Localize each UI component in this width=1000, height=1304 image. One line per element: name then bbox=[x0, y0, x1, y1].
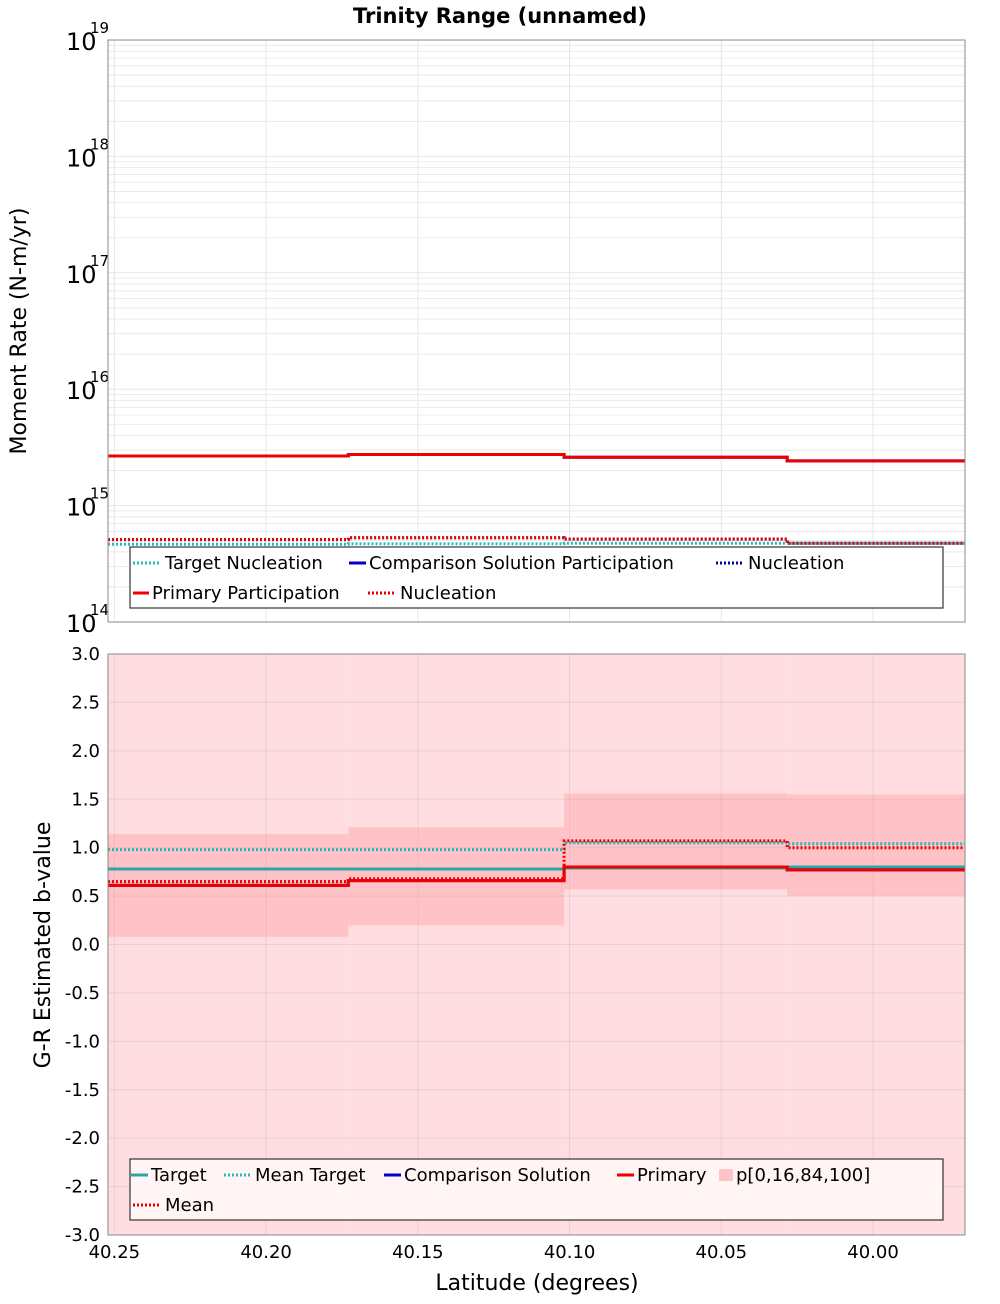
bottom-y-tick-label: -1.5 bbox=[65, 1080, 100, 1101]
top-y-tick-exponent: 15 bbox=[90, 485, 109, 503]
chart-title: Trinity Range (unnamed) bbox=[353, 4, 647, 28]
bottom-y-tick-label: 3.0 bbox=[71, 644, 100, 665]
bottom-series-mean_target bbox=[108, 841, 965, 852]
legend-label-mean-target: Mean Target bbox=[255, 1165, 365, 1186]
top-series-primary_participation bbox=[108, 453, 965, 463]
bottom-y-tick-labels: 3.0 2.5 2.0 1.5 1.0 0.5 0.0 -0.5 -1.0 -1.5 -2.0 -2.… bbox=[65, 644, 100, 1246]
top-y-tick-label: 10 bbox=[66, 494, 97, 522]
bottom-y-axis-label: G-R Estimated b-value bbox=[31, 822, 56, 1069]
b-value-panel: 3.0 2.5 2.0 1.5 1.0 0.5 0.0 -0.5 -1.0 -1.5 -2.0 -2.… bbox=[31, 644, 966, 1296]
legend-label-mean: Mean bbox=[165, 1195, 214, 1216]
bottom-y-tick-label: 0.0 bbox=[71, 935, 100, 956]
top-legend-box bbox=[129, 546, 944, 609]
legend-label-percentiles: p[0,16,84,100] bbox=[736, 1165, 870, 1186]
top-y-tick-exponent: 17 bbox=[90, 252, 109, 270]
bottom-series bbox=[108, 839, 965, 887]
bottom-legend: Target Mean Target Comparison Solution P… bbox=[129, 1158, 944, 1221]
band-inner-rect bbox=[348, 827, 565, 926]
legend-swatch-percentiles bbox=[719, 1169, 733, 1181]
bottom-legend-box bbox=[129, 1158, 944, 1221]
bottom-y-tick-label: 1.5 bbox=[71, 789, 100, 810]
bottom-series-primary bbox=[108, 865, 965, 887]
top-plot-area bbox=[108, 40, 965, 622]
top-y-tick-exponent: 16 bbox=[90, 368, 109, 386]
bottom-y-tick-label: -1.0 bbox=[65, 1031, 100, 1052]
bottom-y-tick-label: 2.5 bbox=[71, 692, 100, 713]
top-series-primary_nucleation bbox=[108, 536, 965, 545]
top-y-tick-label: 10 bbox=[66, 144, 97, 172]
x-axis-label: Latitude (degrees) bbox=[435, 1271, 638, 1296]
bottom-y-tick-label: 1.0 bbox=[71, 838, 100, 859]
x-tick-label: 40.00 bbox=[847, 1242, 899, 1263]
band-outer-rect bbox=[787, 654, 965, 1235]
top-y-tick-label: 10 bbox=[66, 377, 97, 405]
top-plot-frame bbox=[107, 39, 966, 623]
top-legend: Target Nucleation Comparison Solution Pa… bbox=[129, 546, 944, 609]
top-series bbox=[108, 453, 965, 546]
band-outer-rect bbox=[348, 654, 565, 1235]
x-tick-labels: 40.25 40.20 40.15 40.10 40.05 40.00 bbox=[89, 1242, 899, 1263]
top-series-target_nucleation bbox=[108, 541, 965, 546]
top-y-tick-exponent: 14 bbox=[90, 601, 109, 619]
bottom-y-tick-label: -3.0 bbox=[65, 1225, 100, 1246]
top-y-tick-label: 10 bbox=[66, 261, 97, 289]
bottom-y-tick-label: -2.0 bbox=[65, 1128, 100, 1149]
legend-label-primary-participation: Primary Participation bbox=[152, 583, 340, 604]
percentile-bands bbox=[108, 654, 965, 1235]
top-y-axis-label: Moment Rate (N-m/yr) bbox=[7, 208, 32, 455]
legend-label-comparison-nucleation: Nucleation bbox=[748, 553, 844, 574]
bottom-y-tick-label: 0.5 bbox=[71, 886, 100, 907]
top-y-tick-exponent: 18 bbox=[90, 135, 109, 153]
legend-label-comparison-participation: Comparison Solution Participation bbox=[369, 553, 674, 574]
top-y-tick-exponent: 19 bbox=[90, 19, 109, 37]
x-tick-label: 40.25 bbox=[89, 1242, 141, 1263]
bottom-y-tick-label: -2.5 bbox=[65, 1177, 100, 1198]
legend-label-primary: Primary bbox=[637, 1165, 707, 1186]
top-grid bbox=[108, 40, 965, 623]
legend-label-target-nucleation: Target Nucleation bbox=[164, 553, 323, 574]
bottom-plot-frame bbox=[107, 653, 966, 1236]
x-tick-label: 40.05 bbox=[696, 1242, 748, 1263]
bottom-y-tick-label: -0.5 bbox=[65, 983, 100, 1004]
legend-label-comparison: Comparison Solution bbox=[404, 1165, 591, 1186]
legend-label-target: Target bbox=[150, 1165, 207, 1186]
top-y-tick-label: 10 bbox=[66, 610, 97, 638]
band-outer-rect bbox=[564, 654, 788, 1235]
bottom-y-tick-label: 2.0 bbox=[71, 741, 100, 762]
top-y-tick-label: 10 bbox=[66, 28, 97, 56]
x-tick-label: 40.15 bbox=[392, 1242, 444, 1263]
band-outer-rect bbox=[108, 654, 349, 1235]
legend-label-primary-nucleation: Nucleation bbox=[400, 583, 496, 604]
x-tick-label: 40.10 bbox=[544, 1242, 596, 1263]
x-tick-label: 40.20 bbox=[240, 1242, 292, 1263]
bottom-series-mean bbox=[108, 839, 965, 884]
